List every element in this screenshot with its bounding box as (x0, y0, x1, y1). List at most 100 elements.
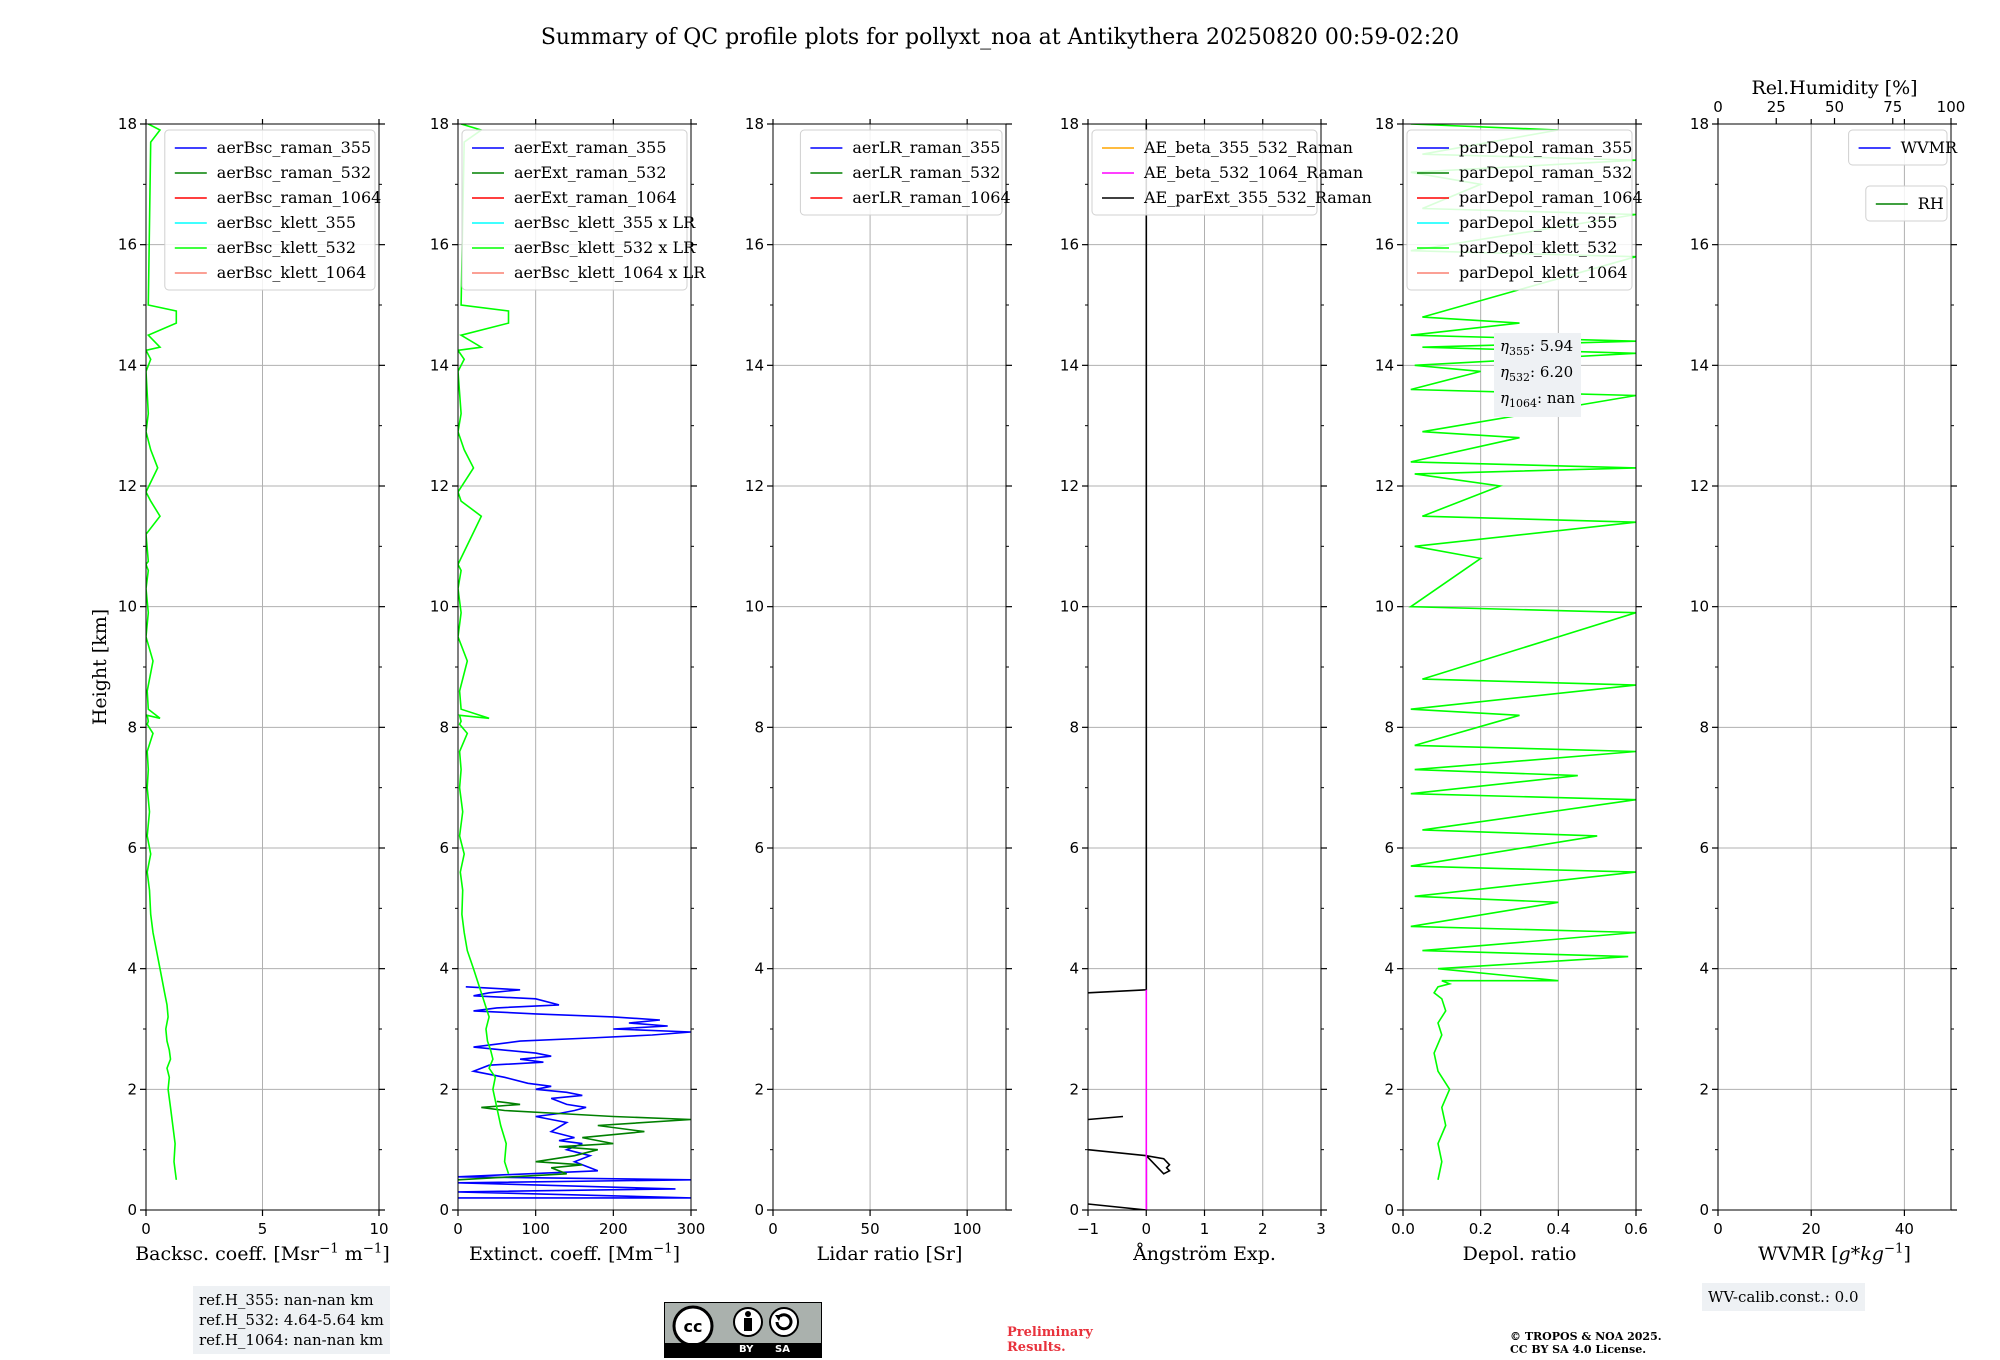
y-tick-label: 18 (1690, 115, 1709, 133)
y-tick-label: 2 (754, 1080, 764, 1098)
y-tick-label: 12 (1375, 477, 1394, 495)
ref-height-532: ref.H_532: 4.64-5.64 km (199, 1311, 384, 1329)
legend-box (1406, 129, 1633, 291)
series-line-parDepol_klett_532 (1408, 124, 1636, 1180)
preliminary-line: Preliminary (1007, 1325, 1093, 1340)
legend-box (164, 129, 376, 291)
y-tick-label: 4 (1699, 960, 1709, 978)
y-tick-label: 16 (1060, 236, 1079, 254)
y-tick-label: 16 (430, 236, 449, 254)
legend-entry: parDepol_klett_355 (1459, 213, 1617, 232)
y-tick-label: 4 (754, 960, 764, 978)
top-tick-label: 0 (1713, 98, 1723, 116)
eta-355: η355: 5.94 (1500, 337, 1574, 358)
cc-badge-bar: BY SA (665, 1343, 821, 1357)
eta-box: η355: 5.94 η532: 6.20 η1064: nan (1494, 333, 1582, 417)
top-tick-label: 25 (1767, 98, 1786, 116)
panel-3: 0 2 4 6 8 10 12 14 16 18 0 50 100 Lidar ratio [Sr] aer… (745, 115, 1012, 1265)
y-tick-label: 0 (754, 1201, 764, 1219)
share-alike-icon (769, 1307, 799, 1337)
results-line: Results. (1007, 1340, 1066, 1355)
top-tick-label: 50 (1825, 98, 1844, 116)
y-tick-label: 12 (745, 477, 764, 495)
x-tick-label: 0.0 (1391, 1220, 1415, 1238)
y-tick-label: 8 (127, 718, 137, 736)
y-tick-label: 0 (1069, 1201, 1079, 1219)
legend-entry: parDepol_klett_1064 (1459, 263, 1628, 282)
legend-box (461, 129, 688, 291)
y-tick-label: 12 (430, 477, 449, 495)
y-tick-label: 8 (754, 718, 764, 736)
panel-5: 0 2 4 6 8 10 12 14 16 18 0.0 0.2 0.4 0.6 Depol. ratio p… (1375, 115, 1648, 1265)
legend-box (1848, 129, 1948, 166)
series-line-aerBsc_klett_532 x LR (458, 124, 510, 1175)
x-tick-label: 200 (599, 1220, 628, 1238)
legend-entry: aerBsc_raman_1064 (217, 188, 382, 207)
wv-calibration-text: WV-calib.const.: 0.0 (1708, 1288, 1859, 1306)
y-tick-label: 16 (1690, 236, 1709, 254)
grid (1087, 123, 1322, 1211)
x-axis-label: WVMR [g*kg−1​] (1758, 1241, 1911, 1265)
y-tick-label: 10 (745, 598, 764, 616)
x-tick-label: −1 (1077, 1220, 1099, 1238)
y-tick-label: 14 (430, 356, 449, 374)
legend: aerExt_raman_355 aerExt_raman_532 aerExt_r… (461, 129, 706, 291)
copyright-note: © TROPOS & NOA 2025. CC BY SA 4.0 Licens… (1510, 1330, 1662, 1356)
y-axis-label: Height [km] (89, 609, 111, 725)
y-tick-label: 18 (1375, 115, 1394, 133)
x-tick-label: 0 (768, 1220, 778, 1238)
x-axis-label: Ångström Exp. (1132, 1243, 1276, 1265)
legend: aerBsc_raman_355 aerBsc_raman_532 aerBsc_r… (164, 129, 382, 291)
legend: aerLR_raman_355 aerLR_raman_532 aerLR_rama… (799, 129, 1011, 216)
eta-532: η532: 6.20 (1500, 363, 1574, 384)
y-tick-label: 6 (1699, 839, 1709, 857)
y-tick-label: 6 (1069, 839, 1079, 857)
legend: parDepol_raman_355 parDepol_raman_532 parD… (1406, 129, 1643, 291)
y-tick-label: 4 (1384, 960, 1394, 978)
series-line-aerBsc_klett_532 (146, 124, 178, 1180)
x-tick-label: 0 (1141, 1220, 1151, 1238)
y-tick-label: 10 (1690, 598, 1709, 616)
x-tick-label: 0 (141, 1220, 151, 1238)
legend-entry: parDepol_raman_1064 (1459, 188, 1643, 207)
legend-entry: parDepol_raman_355 (1459, 138, 1632, 157)
legend-entry: aerBsc_klett_1064 x LR (514, 263, 706, 282)
legend-entry: aerLR_raman_1064 (852, 188, 1010, 207)
legend-entry: aerBsc_klett_355 x LR (514, 213, 696, 232)
y-tick-label: 6 (754, 839, 764, 857)
y-tick-label: 8 (1069, 718, 1079, 736)
top-axis-label: Rel.Humidity [%] (1751, 77, 1917, 99)
cc-license-badge: cc BY SA (664, 1302, 822, 1358)
legend: AE_beta_355_532_Raman AE_beta_532_1064_Ra… (1091, 129, 1372, 216)
y-tick-label: 4 (127, 960, 137, 978)
x-tick-label: 0.4 (1546, 1220, 1570, 1238)
y-tick-label: 4 (1069, 960, 1079, 978)
y-tick-label: 14 (1060, 356, 1079, 374)
x-tick-label: 10 (369, 1220, 388, 1238)
y-tick-label: 18 (745, 115, 764, 133)
wv-calibration-box: WV-calib.const.: 0.0 (1702, 1283, 1865, 1311)
x-tick-label: 300 (677, 1220, 706, 1238)
x-tick-label: 40 (1895, 1220, 1914, 1238)
top-tick-label: 75 (1883, 98, 1902, 116)
y-tick-label: 0 (1699, 1201, 1709, 1219)
axes-frame (772, 123, 1007, 1211)
license-line: CC BY SA 4.0 License. (1510, 1343, 1647, 1356)
top-tick-label: 100 (1937, 98, 1966, 116)
y-tick-label: 2 (1699, 1080, 1709, 1098)
y-tick-label: 2 (1069, 1080, 1079, 1098)
y-tick-label: 8 (1699, 718, 1709, 736)
y-tick-label: 10 (1060, 598, 1079, 616)
y-tick-label: 2 (439, 1080, 449, 1098)
x-tick-label: 0 (1713, 1220, 1723, 1238)
y-tick-label: 0 (1384, 1201, 1394, 1219)
grid (772, 123, 1006, 1211)
y-tick-label: 6 (127, 839, 137, 857)
y-tick-label: 10 (118, 598, 137, 616)
y-tick-label: 14 (1690, 356, 1709, 374)
ref-height-355: ref.H_355: nan-nan km (199, 1291, 374, 1309)
legend-entry: aerExt_raman_1064 (514, 188, 677, 207)
series-line-aerExt_raman_532 (458, 1100, 691, 1181)
